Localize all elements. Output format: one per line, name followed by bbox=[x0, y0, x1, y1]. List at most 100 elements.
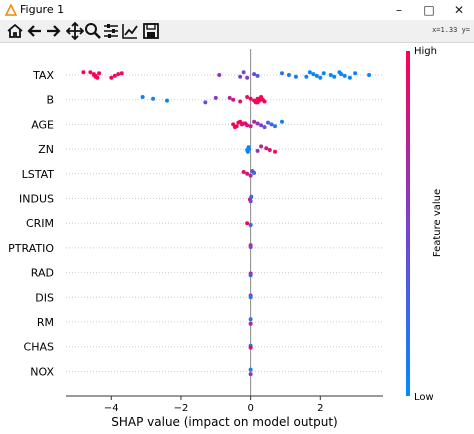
shap-point bbox=[262, 99, 267, 104]
feature-label-zn: ZN bbox=[38, 143, 54, 156]
shap-point bbox=[245, 221, 250, 226]
feature-labels: TAX B AGE ZN LSTAT INDUS CRIM PTRATIO RAD DIS RM CH… bbox=[8, 69, 54, 378]
x-tick-label: 0 bbox=[247, 403, 253, 414]
back-arrow-icon[interactable] bbox=[26, 22, 44, 40]
window-titlebar: Figure 1 – □ ✕ bbox=[0, 0, 474, 20]
shap-point bbox=[248, 273, 253, 278]
save-icon[interactable] bbox=[142, 22, 160, 40]
home-icon[interactable] bbox=[6, 22, 24, 40]
shap-point bbox=[241, 70, 246, 75]
shap-point bbox=[273, 149, 278, 154]
shap-point bbox=[93, 74, 98, 79]
shap-point bbox=[252, 170, 257, 175]
shap-point bbox=[367, 73, 372, 77]
shap-point bbox=[253, 100, 258, 105]
shap-point bbox=[342, 73, 347, 78]
shap-point bbox=[304, 74, 309, 79]
shap-point bbox=[248, 295, 253, 300]
shap-point bbox=[112, 73, 117, 78]
feature-label-b: B bbox=[46, 94, 54, 107]
shap-point bbox=[273, 124, 278, 129]
shap-point bbox=[97, 71, 102, 76]
shap-point bbox=[232, 125, 237, 130]
shap-point bbox=[243, 121, 248, 126]
shap-point bbox=[314, 73, 319, 78]
shap-point bbox=[88, 70, 93, 75]
shap-point bbox=[248, 96, 253, 101]
shap-point bbox=[213, 95, 218, 100]
shap-point bbox=[151, 96, 156, 101]
feature-label-ptratio: PTRATIO bbox=[8, 242, 54, 255]
shap-point bbox=[279, 71, 284, 76]
shap-point bbox=[252, 72, 257, 77]
x-axis-ticks: −4 −2 0 2 bbox=[104, 396, 323, 414]
shap-point bbox=[248, 345, 253, 350]
shap-point bbox=[245, 95, 250, 99]
shap-point bbox=[140, 95, 145, 99]
shap-point bbox=[328, 73, 333, 77]
feature-label-crim: CRIM bbox=[26, 217, 54, 230]
x-tick-label: −4 bbox=[104, 403, 119, 414]
shap-point bbox=[266, 120, 271, 125]
colorbar-label: Feature value bbox=[432, 189, 443, 257]
shap-summary-plot[interactable]: TAX B AGE ZN LSTAT INDUS CRIM PTRATIO RAD DIS RM CH… bbox=[0, 43, 474, 434]
feature-label-age: AGE bbox=[31, 118, 54, 131]
feature-label-lstat: LSTAT bbox=[22, 168, 55, 181]
shap-point bbox=[239, 122, 244, 127]
shap-point bbox=[231, 97, 236, 102]
shap-point bbox=[339, 72, 344, 77]
shap-point bbox=[241, 170, 246, 174]
shap-point bbox=[262, 125, 267, 130]
shap-point bbox=[248, 173, 253, 178]
cursor-coordinates: x=1.33 y= bbox=[432, 26, 470, 34]
zoom-icon[interactable] bbox=[84, 22, 102, 40]
shap-point bbox=[109, 75, 114, 80]
shap-point bbox=[248, 223, 253, 227]
shap-point bbox=[321, 71, 326, 76]
shap-point bbox=[248, 124, 253, 129]
shap-point bbox=[248, 367, 253, 372]
shap-point bbox=[255, 148, 260, 153]
feature-gridlines bbox=[66, 74, 383, 372]
shap-point bbox=[267, 148, 272, 152]
shap-point bbox=[203, 100, 208, 105]
subplots-icon[interactable] bbox=[102, 22, 120, 40]
shap-point bbox=[264, 146, 269, 151]
navigation-toolbar: x=1.33 y= bbox=[0, 20, 474, 43]
window-title: Figure 1 bbox=[20, 3, 65, 16]
shap-point bbox=[252, 119, 257, 124]
colorbar-low-label: Low bbox=[414, 392, 434, 403]
shap-point bbox=[165, 98, 170, 103]
shap-point bbox=[255, 73, 260, 78]
close-button[interactable]: ✕ bbox=[453, 3, 465, 17]
shap-point bbox=[238, 74, 243, 79]
shap-point bbox=[238, 99, 243, 104]
shap-point bbox=[245, 171, 250, 176]
shap-point bbox=[248, 199, 253, 204]
feature-label-indus: INDUS bbox=[19, 193, 54, 206]
shap-point bbox=[116, 72, 121, 77]
shap-point bbox=[318, 75, 323, 80]
edit-axis-icon[interactable] bbox=[121, 22, 139, 40]
forward-arrow-icon[interactable] bbox=[44, 22, 62, 40]
shap-point bbox=[248, 245, 253, 249]
shap-point bbox=[286, 73, 291, 77]
maximize-button[interactable]: □ bbox=[423, 3, 435, 17]
shap-point bbox=[248, 317, 253, 322]
shap-points bbox=[81, 70, 372, 377]
x-tick-label: −2 bbox=[174, 403, 189, 414]
shap-point bbox=[307, 70, 312, 75]
shap-point bbox=[293, 74, 298, 79]
shap-point bbox=[332, 74, 337, 79]
shap-point bbox=[353, 71, 358, 76]
shap-point bbox=[259, 144, 264, 149]
shap-point bbox=[248, 321, 253, 326]
shap-point bbox=[245, 75, 250, 80]
pan-icon[interactable] bbox=[66, 22, 84, 40]
shap-point bbox=[217, 73, 222, 77]
shap-point bbox=[257, 98, 262, 103]
colorbar bbox=[406, 51, 410, 396]
feature-label-rm: RM bbox=[37, 316, 54, 329]
minimize-button[interactable]: – bbox=[396, 3, 402, 17]
shap-point bbox=[81, 70, 86, 75]
